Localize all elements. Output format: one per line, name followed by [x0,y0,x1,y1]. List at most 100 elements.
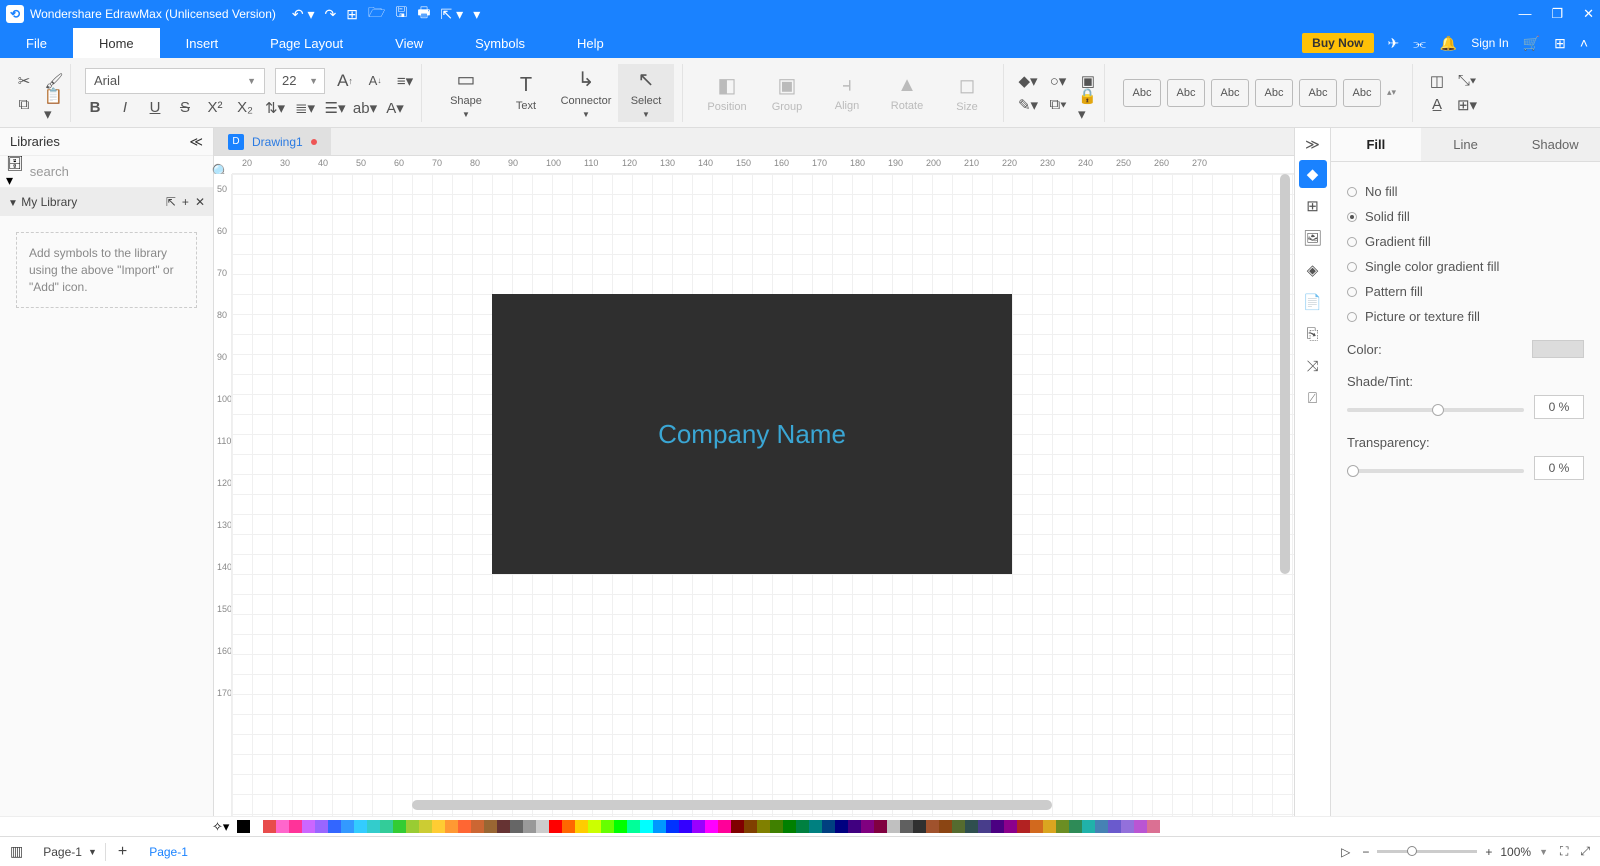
color-swatch[interactable] [718,820,731,833]
color-swatch[interactable] [328,820,341,833]
color-swatch[interactable] [653,820,666,833]
page-dropdown[interactable]: Page-1▼ [35,843,106,861]
connector-button[interactable]: ↳Connector▼ [558,64,614,122]
line-spacing-icon[interactable]: ≣▾ [295,98,315,118]
menu-home[interactable]: Home [73,28,160,58]
fill-tool-icon[interactable]: ◆▾ [1018,71,1038,91]
fill-tool-btn[interactable]: ◆ [1299,160,1327,188]
image-tool-btn[interactable]: 🖼 [1299,224,1327,252]
expand-panel-icon[interactable]: ≫ [1305,132,1320,156]
color-swatch[interactable] [1043,820,1056,833]
color-swatch[interactable] [445,820,458,833]
zoom-in-button[interactable]: + [1485,845,1492,859]
presets-more-icon[interactable]: ▴▾ [1387,87,1396,98]
color-swatch[interactable] [666,820,679,833]
page-tab[interactable]: Page-1 [139,845,198,859]
color-swatch[interactable] [549,820,562,833]
color-swatch[interactable] [952,820,965,833]
fill-option-picture-or-texture-fill[interactable]: Picture or texture fill [1347,309,1584,324]
color-swatch[interactable] [861,820,874,833]
cut-icon[interactable]: ✂ [14,71,34,91]
maximize-button[interactable]: ❐ [1551,6,1563,22]
shuffle-tool-btn[interactable]: ⤨ [1299,352,1327,380]
color-swatch[interactable] [497,820,510,833]
my-library-label[interactable]: My Library [21,195,77,209]
fill-option-gradient-fill[interactable]: Gradient fill [1347,234,1584,249]
menu-symbols[interactable]: Symbols [449,28,551,58]
copy-icon[interactable]: ⧉ [14,95,34,115]
shape-rectangle[interactable]: Company Name [492,294,1012,574]
color-swatch[interactable] [419,820,432,833]
color-swatch[interactable] [380,820,393,833]
font-color-icon[interactable]: A▾ [385,98,405,118]
library-menu-icon[interactable]: 🗄▾ [6,155,24,189]
undo-icon[interactable]: ↶ ▾ [292,6,315,23]
color-swatch[interactable] [1108,820,1121,833]
color-swatch[interactable] [939,820,952,833]
text-button[interactable]: TText [498,64,554,122]
lock-icon[interactable]: 🔒▾ [1078,95,1098,115]
font-size-select[interactable]: 22▼ [275,68,325,94]
color-swatch[interactable] [341,820,354,833]
redo-icon[interactable]: ↷ [325,6,337,23]
superscript-icon[interactable]: X² [205,98,225,118]
color-swatch[interactable] [510,820,523,833]
color-swatch[interactable] [536,820,549,833]
canvas[interactable]: Company Name [232,174,1294,816]
new-icon[interactable]: ⊞ [346,6,358,23]
color-swatch[interactable] [757,820,770,833]
color-swatch[interactable] [588,820,601,833]
apps-icon[interactable]: ⊞ [1554,35,1566,52]
font-select[interactable]: Arial▼ [85,68,265,94]
color-swatch[interactable] [1121,820,1134,833]
shade-value[interactable]: 0 % [1534,395,1584,419]
fill-option-solid-fill[interactable]: Solid fill [1347,209,1584,224]
color-swatch[interactable] [393,820,406,833]
color-swatch[interactable] [991,820,1004,833]
fit-page-icon[interactable]: ⛶ [1560,844,1568,859]
color-swatch[interactable] [458,820,471,833]
shape-outline-icon[interactable]: ○▾ [1048,71,1068,91]
open-icon[interactable]: 🗁 [368,2,385,26]
fill-option-pattern-fill[interactable]: Pattern fill [1347,284,1584,299]
color-swatch[interactable] [250,820,263,833]
style-preset[interactable]: Abc [1299,79,1337,107]
color-swatch[interactable] [1056,820,1069,833]
color-swatch[interactable] [276,820,289,833]
color-swatch[interactable] [315,820,328,833]
color-swatch[interactable] [562,820,575,833]
color-swatch[interactable] [1030,820,1043,833]
style-preset[interactable]: Abc [1167,79,1205,107]
import-icon[interactable]: ⇱ [166,195,176,209]
color-swatch[interactable] [575,820,588,833]
shade-slider[interactable] [1347,408,1524,412]
crop-icon[interactable]: ⤡▾ [1457,71,1477,91]
shape-text[interactable]: Company Name [658,419,846,450]
color-swatch[interactable] [1147,820,1160,833]
color-swatch[interactable] [523,820,536,833]
paste-icon[interactable]: 📋▾ [44,95,64,115]
page-setup-icon[interactable]: ◫ [1427,71,1447,91]
close-button[interactable]: ✕ [1583,6,1594,22]
color-swatch[interactable] [237,820,250,833]
transparency-value[interactable]: 0 % [1534,456,1584,480]
text-color-icon[interactable]: A̲ [1427,95,1447,115]
send-icon[interactable]: ✈ [1388,35,1400,52]
collapse-libraries-icon[interactable]: ≪ [189,134,203,150]
shape-button[interactable]: ▭Shape▼ [438,64,494,122]
more-tools-icon[interactable]: ⊞▾ [1457,95,1477,115]
close-lib-icon[interactable]: ✕ [195,195,205,209]
color-swatch[interactable] [1134,820,1147,833]
color-swatch[interactable] [822,820,835,833]
export-icon[interactable]: ⇱ ▾ [441,6,464,23]
zoom-slider[interactable] [1377,850,1477,853]
color-swatch[interactable] [692,820,705,833]
collapse-ribbon-icon[interactable]: ˄ [1580,35,1588,51]
style-preset[interactable]: Abc [1255,79,1293,107]
menu-file[interactable]: File [0,28,73,58]
page-tool-btn[interactable]: 📄 [1299,288,1327,316]
subscript-icon[interactable]: X₂ [235,98,255,118]
bold-icon[interactable]: B [85,98,105,118]
color-swatch[interactable] [731,820,744,833]
style-preset[interactable]: Abc [1123,79,1161,107]
